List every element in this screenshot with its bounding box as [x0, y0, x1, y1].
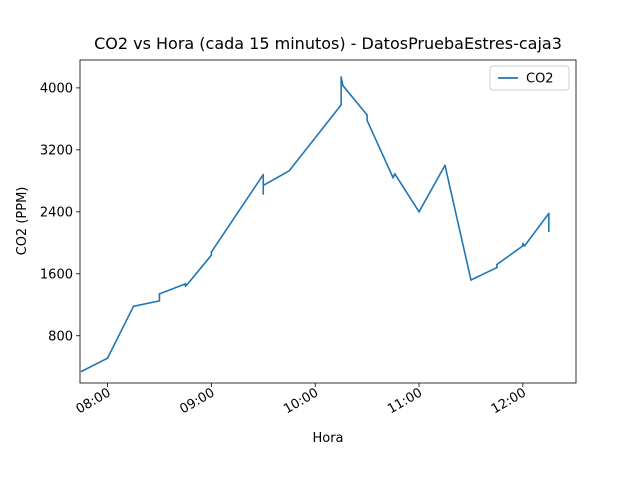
- data-point: [340, 98, 342, 101]
- data-point: [262, 193, 265, 195]
- axes-frame: [79, 59, 577, 384]
- legend: CO2: [489, 65, 570, 91]
- plot-area: [79, 59, 577, 384]
- data-point: [394, 173, 396, 175]
- y-axis: 800 1600 2400 3200 4000: [40, 81, 80, 344]
- data-point: [184, 283, 187, 285]
- data-point: [522, 242, 524, 245]
- legend-box: [489, 65, 570, 91]
- y-tick-label: 800: [48, 329, 73, 344]
- data-point: [444, 164, 446, 167]
- data-point: [366, 119, 368, 122]
- data-point: [158, 300, 161, 302]
- x-axis-label: Hora: [312, 431, 343, 446]
- data-point: [548, 212, 550, 215]
- data-point: [523, 245, 526, 247]
- data-point: [106, 357, 109, 360]
- data-point: [340, 76, 342, 78]
- data-point: [496, 266, 498, 269]
- data-point: [210, 254, 213, 256]
- y-tick-label: 3200: [40, 143, 73, 158]
- data-point: [548, 230, 550, 232]
- data-point: [392, 176, 394, 179]
- data-point: [262, 184, 265, 187]
- data-point: [496, 263, 498, 266]
- chart-title: CO2 vs Hora (cada 15 minutos) - DatosPru…: [94, 34, 562, 53]
- y-axis-label: CO2 (PPM): [15, 187, 30, 256]
- data-point: [366, 114, 368, 116]
- y-tick-label: 1600: [40, 267, 73, 282]
- y-tick-label: 2400: [40, 205, 73, 220]
- data-point: [418, 211, 420, 213]
- data-point: [186, 283, 188, 286]
- data-point: [184, 285, 187, 287]
- data-point: [80, 370, 83, 373]
- data-point: [522, 245, 524, 247]
- data-point: [548, 228, 550, 230]
- data-point: [342, 84, 344, 87]
- y-tick-label: 4000: [40, 81, 73, 96]
- data-point: [210, 251, 213, 253]
- data-point: [262, 173, 265, 176]
- data-point: [158, 293, 161, 295]
- data-point: [132, 305, 135, 308]
- legend-label: CO2: [526, 72, 554, 87]
- data-point: [288, 169, 291, 172]
- data-point: [340, 104, 342, 106]
- data-point: [470, 279, 472, 281]
